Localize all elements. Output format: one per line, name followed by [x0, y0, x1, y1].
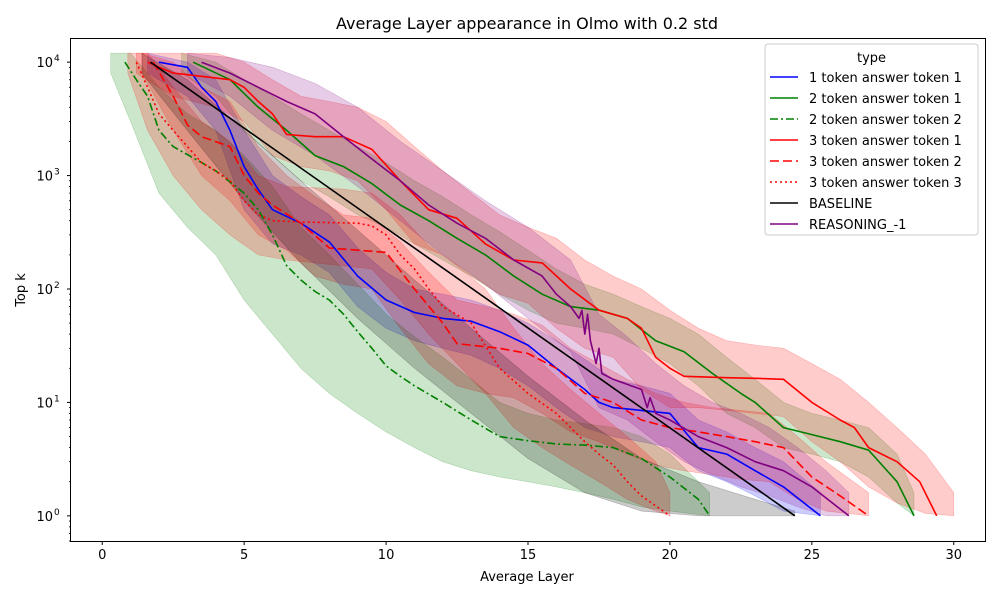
- x-axis: 0 5 10 15 20 25 30: [98, 541, 962, 563]
- y-tick-exponent: 2: [54, 281, 60, 291]
- x-tick-label: 5: [240, 548, 248, 563]
- y-tick-label: 10: [36, 396, 53, 411]
- y-tick-label: 10: [36, 170, 53, 185]
- series-line-5: [152, 61, 870, 517]
- y-tick-exponent: 1: [54, 394, 60, 404]
- legend: type 1 token answer token 1 2 token answer…: [764, 43, 979, 236]
- x-tick-label: 20: [662, 548, 679, 563]
- series-line-8: [201, 61, 850, 517]
- y-tick-label: 10: [36, 510, 53, 525]
- legend-entry-label: 3 token answer token 2: [809, 155, 962, 170]
- series-band-4: [136, 52, 955, 517]
- legend-entry-label: BASELINE: [809, 197, 872, 212]
- legend-box: [764, 43, 979, 236]
- y-tick-exponent: 0: [54, 508, 60, 518]
- x-tick-label: 25: [804, 548, 821, 563]
- legend-entry-label: 2 token answer token 1: [809, 92, 962, 107]
- y-tick-label: 10: [36, 56, 53, 71]
- x-tick-label: 30: [946, 548, 963, 563]
- x-tick-label: 10: [378, 548, 395, 563]
- series-line-6: [135, 61, 671, 517]
- y-tick-exponent: 4: [54, 54, 60, 64]
- series-lines: [124, 61, 938, 517]
- series-band-3: [110, 52, 711, 517]
- series-line-7: [150, 61, 796, 517]
- x-tick-label: 15: [520, 548, 537, 563]
- series-line-4: [147, 61, 938, 517]
- legend-entry-label: 3 token answer token 1: [809, 134, 962, 149]
- legend-entry-label: 2 token answer token 2: [809, 113, 962, 128]
- x-axis-label: Average Layer: [480, 570, 574, 585]
- y-axis-label: Top k: [14, 273, 29, 308]
- legend-entry-label: 1 token answer token 1: [809, 71, 962, 86]
- x-tick-label: 0: [98, 548, 106, 563]
- chart-title: Average Layer appearance in Olmo with 0.…: [336, 14, 718, 33]
- y-tick-label: 10: [36, 283, 53, 298]
- y-tick-exponent: 3: [54, 168, 60, 178]
- legend-entry-label: 3 token answer token 3: [809, 176, 962, 191]
- legend-entry-label: REASONING_-1: [809, 218, 906, 233]
- confidence-bands: [110, 52, 955, 517]
- legend-title: type: [857, 51, 886, 66]
- series-line-1: [158, 61, 821, 517]
